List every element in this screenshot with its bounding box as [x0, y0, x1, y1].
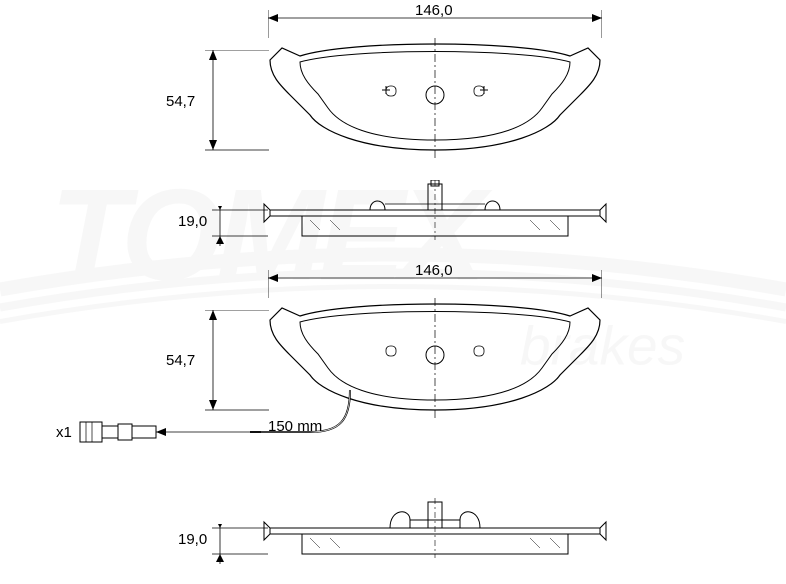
top-width-label: 146,0 — [415, 2, 453, 19]
bottom-height-label: 54,7 — [166, 352, 195, 369]
bottom-side-view — [260, 498, 610, 558]
bottom-thickness-dimension — [200, 524, 270, 564]
top-pad-face — [250, 30, 620, 165]
technical-drawing: 146,0 54,7 — [0, 0, 786, 584]
top-height-dimension — [185, 50, 271, 160]
bottom-height-dimension — [185, 310, 271, 420]
bottom-width-label: 146,0 — [415, 262, 453, 279]
wear-sensor-connector — [78, 420, 158, 446]
top-thickness-dimension — [200, 206, 270, 246]
top-thickness-label: 19,0 — [178, 213, 207, 230]
connector-qty-label: x1 — [56, 424, 72, 441]
bottom-thickness-label: 19,0 — [178, 531, 207, 548]
cable-length-label: 150 mm — [268, 418, 322, 435]
top-height-label: 54,7 — [166, 93, 195, 110]
top-side-view — [260, 180, 610, 240]
